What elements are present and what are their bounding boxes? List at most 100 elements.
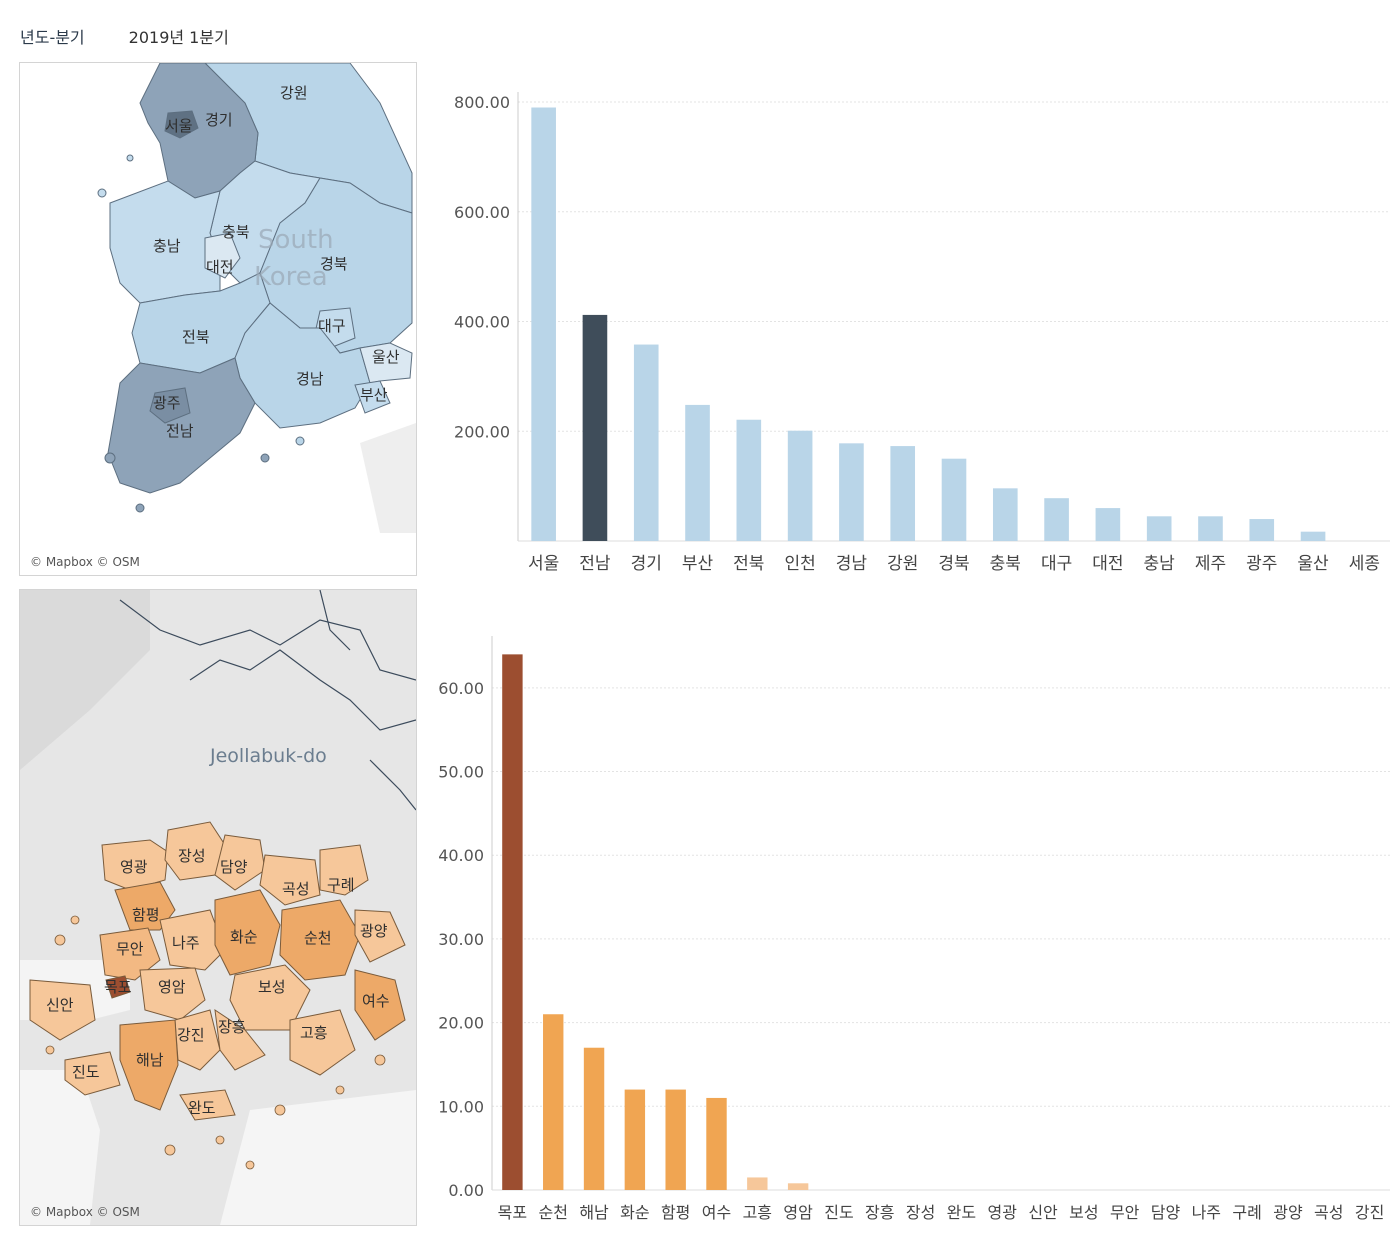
bar-순천[interactable] [543, 1014, 564, 1190]
filter-label: 년도-분기 [20, 28, 85, 47]
region-label: 목포 [104, 978, 132, 996]
region-label: 담양 [220, 858, 248, 876]
region-label: 대구 [318, 317, 346, 335]
x-tick-label: 장성 [906, 1203, 935, 1222]
region-label: 경북 [320, 255, 348, 273]
bar-대전[interactable] [1095, 508, 1121, 541]
region-seoul[interactable] [164, 110, 199, 139]
region-yeongam[interactable] [139, 967, 206, 1021]
region-gurye[interactable] [319, 844, 369, 896]
region-busan[interactable] [354, 380, 391, 414]
bar-경기[interactable] [633, 344, 659, 541]
region-jangheung[interactable] [214, 1008, 266, 1071]
x-tick-label: 충북 [990, 554, 1021, 574]
bar-제주[interactable] [1198, 516, 1223, 541]
region-label: 광양 [360, 922, 388, 940]
y-tick-label: 20.00 [438, 1014, 484, 1033]
korea-map[interactable]: South Korea 강원 서울 경기 충북 충남 대전 경북 대구 전북 울… [19, 62, 417, 576]
region-label: 진도 [72, 1063, 100, 1081]
sea [220, 1090, 416, 1225]
x-tick-label: 경남 [836, 554, 868, 574]
region-hwasun[interactable] [214, 889, 281, 976]
x-tick-label: 나주 [1192, 1203, 1221, 1222]
bar-해남[interactable] [583, 1047, 605, 1190]
region-label: 함평 [132, 906, 160, 924]
x-tick-label: 해남 [579, 1203, 609, 1222]
bar-전남[interactable] [582, 314, 608, 541]
bar-강원[interactable] [890, 446, 916, 541]
filter-value[interactable]: 2019년 1분기 [128, 28, 229, 47]
region-sinan[interactable] [29, 979, 96, 1041]
bar-경북[interactable] [941, 458, 967, 541]
bar-대구[interactable] [1044, 498, 1069, 541]
bar-부산[interactable] [685, 404, 710, 541]
region-gokseong[interactable] [259, 854, 321, 906]
region-goheung[interactable] [289, 1009, 356, 1076]
region-label: 충남 [153, 237, 181, 255]
region-yeonggwang[interactable] [101, 839, 169, 891]
quarter-filter[interactable]: 년도-분기 2019년 1분기 [20, 22, 229, 50]
x-tick-label: 경북 [938, 554, 969, 574]
region-label: 여수 [362, 992, 390, 1010]
bar-화순[interactable] [624, 1089, 646, 1190]
region-damyang[interactable] [214, 834, 266, 891]
bar-여수[interactable] [706, 1097, 727, 1190]
x-tick-label: 진도 [824, 1203, 853, 1222]
bar-전북[interactable] [736, 419, 762, 541]
bar-목포[interactable] [502, 654, 523, 1190]
map-credit[interactable]: © Mapbox © OSM [30, 555, 140, 569]
region-suncheon[interactable] [279, 899, 361, 981]
x-tick-label: 보성 [1069, 1203, 1098, 1222]
region-chungnam[interactable] [109, 180, 221, 304]
bar-충북[interactable] [992, 488, 1018, 541]
region-mokpo[interactable] [105, 975, 131, 999]
map-credit[interactable]: © Mapbox © OSM [30, 1205, 140, 1219]
country-label-2: Korea [254, 262, 328, 292]
y-tick-label: 200.00 [454, 422, 510, 441]
x-tick-label: 구례 [1232, 1203, 1261, 1222]
bar-충남[interactable] [1146, 516, 1172, 541]
region-label: 장흥 [218, 1018, 246, 1036]
region-bar-chart-svg: 200.00 400.00 600.00 800.00 서울 전남 경기 부산 전북 인천 경남 강원… [454, 92, 1390, 574]
bar-함평[interactable] [665, 1089, 686, 1190]
x-tick-label: 여수 [702, 1203, 731, 1222]
region-label: 부산 [360, 386, 388, 404]
jeonnam-bar-chart-svg: 0.00 10.00 20.00 30.00 40.00 50.00 60.00 목포 순천 해남… [438, 636, 1390, 1222]
y-tick-label: 60.00 [438, 679, 484, 698]
region-gwangyang[interactable] [354, 909, 406, 963]
jeonnam-map[interactable]: Jeollabuk-do [19, 589, 417, 1226]
x-tick-label: 제주 [1195, 554, 1226, 574]
x-tick-label: 신안 [1028, 1203, 1058, 1222]
region-naju[interactable] [159, 909, 226, 971]
region-label: 울산 [372, 348, 400, 366]
region-wando[interactable] [179, 1089, 236, 1121]
region-yeosu[interactable] [354, 969, 406, 1041]
region-label: 강원 [280, 84, 308, 102]
region-haenam[interactable] [119, 1019, 179, 1111]
region-daejeon[interactable] [204, 232, 241, 279]
region-label: 강진 [177, 1026, 205, 1044]
y-tick-label: 0.00 [448, 1181, 484, 1200]
bar-울산[interactable] [1300, 531, 1326, 541]
bar-경남[interactable] [839, 443, 864, 541]
y-tick-label: 50.00 [438, 763, 484, 782]
bar-고흥[interactable] [747, 1177, 768, 1190]
region-jindo[interactable] [64, 1051, 121, 1096]
region-label: 장성 [178, 847, 206, 865]
bar-광주[interactable] [1249, 519, 1275, 541]
region-label: 전남 [166, 422, 194, 440]
bar-서울[interactable] [531, 107, 556, 542]
region-label: 대전 [206, 258, 234, 276]
x-tick-label: 울산 [1297, 554, 1329, 574]
x-tick-label: 영광 [988, 1203, 1018, 1222]
country-label-1: South [258, 225, 334, 255]
region-label: 순천 [304, 929, 332, 947]
region-gwangju[interactable] [149, 387, 191, 424]
x-tick-label: 대전 [1092, 554, 1123, 574]
y-tick-label: 40.00 [438, 846, 484, 865]
region-label: 경남 [296, 370, 324, 388]
bar-인천[interactable] [787, 430, 813, 541]
bar-영암[interactable] [787, 1183, 809, 1190]
x-tick-label: 광주 [1246, 554, 1277, 574]
x-tick-label: 곡성 [1314, 1203, 1343, 1222]
